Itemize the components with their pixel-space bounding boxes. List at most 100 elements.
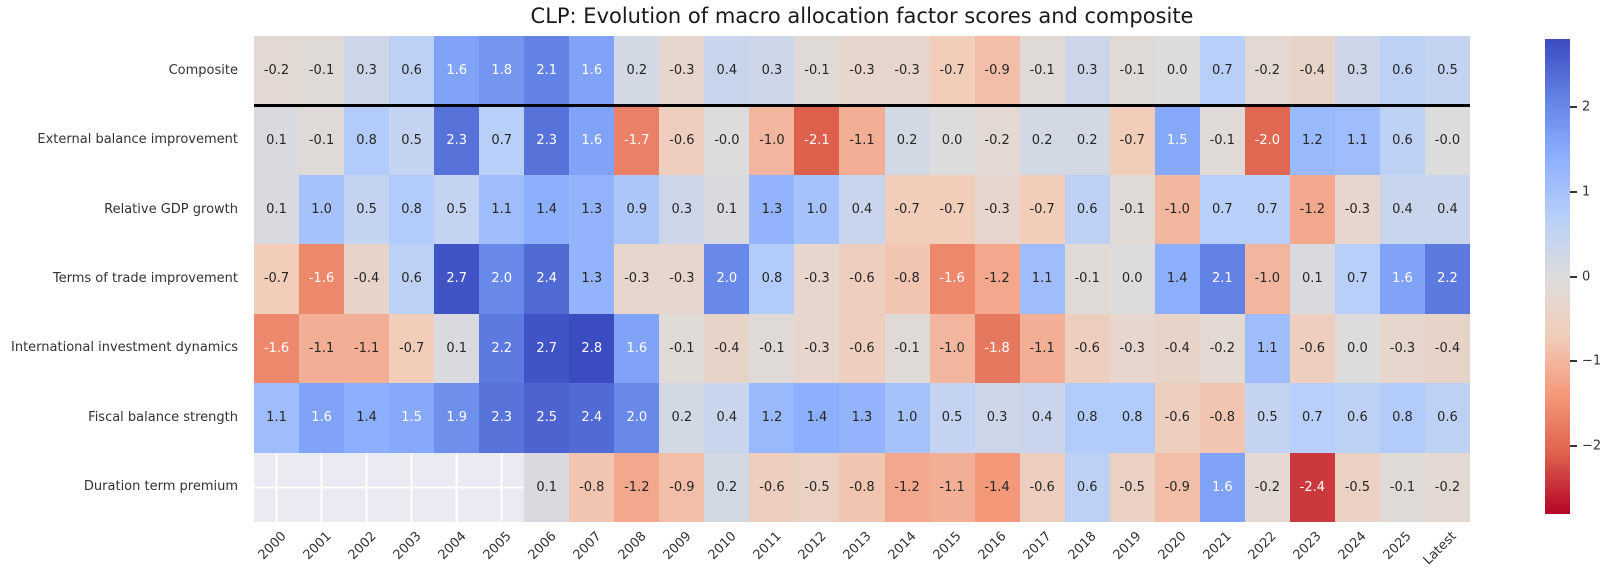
cell-value: 1.2: [761, 410, 783, 426]
cell-value: -0.7: [1119, 132, 1145, 148]
cell-value: -1.1: [353, 340, 380, 356]
heatmap-cell: 0.7: [1199, 36, 1245, 106]
heatmap-cell: -1.0: [1154, 174, 1200, 245]
heatmap-cell: 1.4: [344, 383, 390, 453]
heatmap-cell: 0.2: [1064, 105, 1110, 175]
cell-value: -0.6: [849, 271, 875, 287]
heatmap-cell: 0.4: [839, 174, 885, 245]
cell-value: 1.6: [626, 340, 648, 356]
heatmap-cell: -0.6: [839, 244, 885, 314]
heatmap-cell: -0.7: [1019, 174, 1065, 245]
heatmap-cell: -2.1: [794, 105, 840, 175]
heatmap-cell: 0.6: [1424, 383, 1470, 453]
heatmap-cell: 0.8: [749, 244, 795, 314]
cell-value: 0.4: [716, 410, 738, 426]
cell-value: 0.4: [1437, 202, 1458, 218]
heatmap-cell: -0.7: [254, 244, 300, 314]
cell-value: 1.2: [1302, 132, 1323, 148]
heatmap-cell: -0.3: [1379, 313, 1425, 384]
cell-value: 2.5: [536, 410, 558, 426]
cell-value: -0.3: [894, 63, 920, 79]
cell-value: -1.2: [1299, 202, 1326, 218]
cell-value: -0.3: [849, 63, 875, 79]
heatmap-cell: -0.9: [659, 452, 705, 522]
cell-value: 0.1: [536, 479, 558, 495]
cell-value: -1.6: [263, 340, 290, 356]
cell-value: 1.6: [581, 63, 603, 79]
heatmap-cell: 0.6: [1334, 383, 1380, 453]
cell-value: -0.3: [669, 63, 695, 79]
cell-value: -0.2: [263, 63, 290, 79]
cell-value: -0.6: [1299, 340, 1326, 356]
colorbar-gradient: [1545, 39, 1570, 514]
heatmap-cell: 0.8: [1064, 383, 1110, 453]
heatmap-cell: -0.3: [614, 244, 660, 314]
heatmap-cell: -0.7: [389, 313, 435, 384]
cell-value: 0.8: [401, 202, 422, 218]
row-label: Relative GDP growth: [104, 201, 238, 217]
heatmap-cell: 0.6: [1064, 452, 1110, 522]
heatmap-cell: 1.2: [1289, 105, 1335, 175]
heatmap-cell: -1.2: [614, 452, 660, 522]
cell-value: -0.8: [894, 271, 920, 287]
cell-value: 1.8: [491, 63, 513, 79]
cell-value: -0.1: [1209, 132, 1235, 148]
heatmap-cell: -0.6: [659, 105, 705, 175]
cell-value: 2.0: [626, 410, 648, 426]
heatmap-cell: 1.4: [1154, 244, 1200, 314]
cell-value: 0.5: [356, 202, 377, 218]
heatmap-cell: -1.1: [1019, 313, 1065, 384]
heatmap-cell: 0.6: [1064, 174, 1110, 245]
cell-value: -0.3: [1389, 340, 1416, 356]
heatmap-cell: -0.1: [1199, 105, 1245, 175]
heatmap-cell: -0.3: [1109, 313, 1155, 384]
heatmap-cell: 2.3: [524, 105, 570, 175]
heatmap-cell: 1.8: [479, 36, 525, 106]
cell-value: -0.2: [1209, 340, 1235, 356]
cell-value: 2.3: [446, 132, 467, 148]
heatmap-cell: 0.7: [1289, 383, 1335, 453]
heatmap-cell: 0.4: [704, 36, 750, 106]
heatmap-cell: -1.2: [884, 452, 930, 522]
heatmap-cell: -0.8: [1199, 383, 1245, 453]
heatmap-cell: 0.0: [1154, 36, 1200, 106]
cell-value: 0.7: [1211, 63, 1233, 79]
cell-value: 2.0: [491, 271, 513, 287]
heatmap-cell: -1.2: [1289, 174, 1335, 245]
heatmap-cell: -0.1: [1019, 36, 1065, 106]
heatmap-cell: -2.4: [1289, 452, 1335, 522]
cell-value: -0.3: [804, 340, 830, 356]
heatmap-cell: 0.6: [389, 244, 435, 314]
cell-value: -0.4: [1164, 340, 1190, 356]
cell-value: 2.4: [536, 271, 558, 287]
cell-value: 1.4: [356, 410, 377, 426]
heatmap-cell: 2.2: [1424, 244, 1470, 314]
heatmap-cell: [299, 452, 345, 522]
cell-value: -0.7: [263, 271, 290, 287]
cell-value: 0.8: [1076, 410, 1098, 426]
cell-value: -0.6: [1074, 340, 1100, 356]
cell-value: 1.1: [491, 202, 513, 218]
heatmap-cell: 2.0: [614, 383, 660, 453]
cell-value: -0.1: [1119, 63, 1145, 79]
heatmap-cell: 0.8: [1109, 383, 1155, 453]
heatmap-cell: 0.5: [389, 105, 435, 175]
heatmap-cell: 1.1: [1244, 313, 1290, 384]
heatmap-cell: -0.6: [839, 313, 885, 384]
cell-value: -0.1: [1029, 63, 1055, 79]
cell-value: -1.2: [624, 479, 650, 495]
heatmap-cell: 0.1: [254, 174, 300, 245]
cell-value: -0.1: [759, 340, 785, 356]
cell-value: -0.8: [849, 479, 875, 495]
heatmap-cell: -0.2: [1199, 313, 1245, 384]
heatmap-grid: -0.2 -0.1 0.3 0.6 1.6 1.8 2.1 1.6 0.2 -0.3 0.4 0.3 -…: [254, 36, 1470, 522]
cell-value: 0.5: [1256, 410, 1278, 426]
heatmap-cell: 0.6: [389, 36, 435, 106]
heatmap-cell: 0.9: [614, 174, 660, 245]
heatmap-cell: 0.4: [1019, 383, 1065, 453]
cell-value: 0.7: [1256, 202, 1278, 218]
heatmap-cell: 1.5: [1154, 105, 1200, 175]
cell-value: 2.1: [1211, 271, 1233, 287]
heatmap-cell: -0.0: [704, 105, 750, 175]
heatmap-cell: 2.7: [524, 313, 570, 384]
